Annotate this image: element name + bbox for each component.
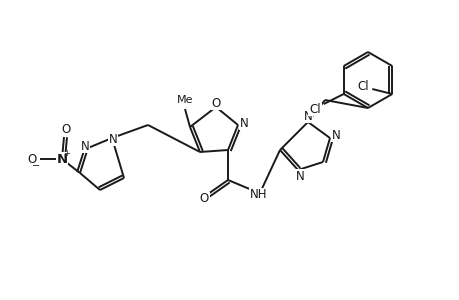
- Text: +: +: [63, 148, 70, 158]
- Text: N: N: [108, 133, 117, 146]
- Text: O: O: [61, 122, 71, 136]
- Text: N: N: [295, 169, 304, 182]
- Text: Cl: Cl: [308, 103, 320, 116]
- Text: O: O: [28, 152, 37, 166]
- Text: NH: NH: [250, 188, 267, 202]
- Text: N: N: [80, 140, 89, 152]
- Text: N: N: [331, 128, 340, 142]
- Text: N: N: [303, 110, 312, 122]
- Text: −: −: [32, 161, 40, 171]
- Text: N: N: [56, 152, 67, 166]
- Text: Cl: Cl: [357, 80, 368, 92]
- Text: O: O: [211, 97, 220, 110]
- Text: Me: Me: [176, 95, 193, 105]
- Text: O: O: [199, 193, 208, 206]
- Text: N: N: [239, 116, 248, 130]
